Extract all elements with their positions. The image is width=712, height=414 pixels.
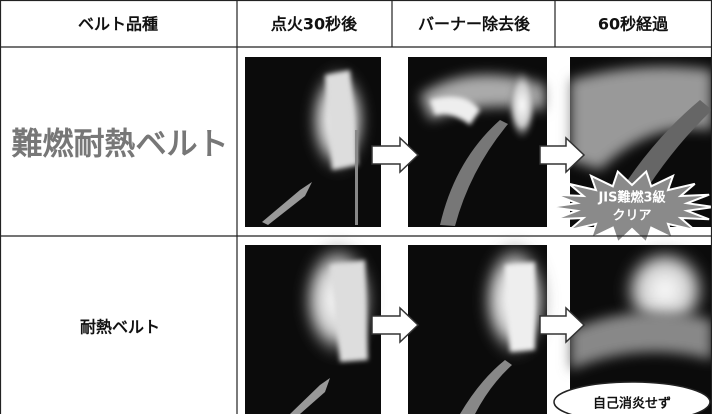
row-label: 耐熱ベルト [80, 318, 160, 337]
badge-text: クリア [612, 209, 651, 224]
header-cell: ベルト品種 [78, 15, 158, 34]
header-cell: 60秒経過 [598, 15, 669, 34]
badge-text: 自己消炎せず [593, 396, 671, 412]
row-label: 難燃耐熱ベルト [12, 127, 229, 163]
header-cell: 点火30秒後 [271, 15, 358, 34]
badge-starburst [549, 169, 712, 245]
badge-oval [553, 381, 711, 414]
arrows [371, 136, 586, 344]
header-cell: バーナー除去後 [418, 15, 531, 34]
badge-text: JIS難燃3級 [597, 190, 665, 206]
